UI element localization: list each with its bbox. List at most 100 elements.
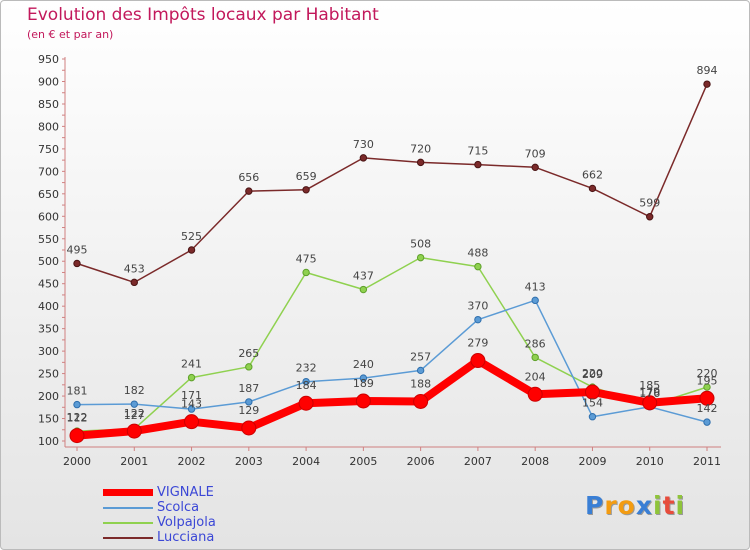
data-point-scolca <box>73 400 81 409</box>
data-point-vignale <box>413 393 429 409</box>
data-label-scolca: 257 <box>410 350 431 363</box>
y-tick-label: 950 <box>38 53 59 66</box>
data-point-lucciana <box>416 158 425 167</box>
data-point-lucciana <box>73 259 81 268</box>
series-lines <box>73 83 711 440</box>
data-label-vignale: 122 <box>124 407 145 420</box>
data-point-lucciana <box>588 184 597 193</box>
data-label-vignale: 112 <box>67 412 88 425</box>
data-label-lucciana: 495 <box>67 243 88 256</box>
y-tick-label: 200 <box>38 390 59 403</box>
legend-swatch-vignale <box>103 489 153 496</box>
y-tick-label: 750 <box>38 143 59 156</box>
data-point-vignale <box>584 384 600 400</box>
y-tick-label: 700 <box>38 165 59 178</box>
data-point-scolca <box>302 377 310 386</box>
data-label-scolca: 142 <box>697 402 718 415</box>
data-point-lucciana <box>302 186 310 194</box>
data-label-vignale: 184 <box>296 379 317 392</box>
data-point-volpajola <box>703 383 711 391</box>
data-label-lucciana: 730 <box>353 138 374 151</box>
data-label-lucciana: 659 <box>296 170 317 183</box>
axes: 100 150 200 250 300 350 400 450 500 550 600 650 700 7… <box>38 53 721 468</box>
y-tick-label: 100 <box>38 435 59 448</box>
data-label-lucciana: 662 <box>582 168 603 181</box>
data-label-volpajola: 437 <box>353 270 374 283</box>
data-point-vignale <box>69 428 85 444</box>
data-label-scolca: 181 <box>67 385 88 398</box>
data-label-volpajola: 179 <box>639 385 660 398</box>
series-points <box>69 80 715 444</box>
data-label-volpajola: 220 <box>582 367 603 380</box>
data-label-lucciana: 720 <box>410 142 431 155</box>
legend-label-volpajola: Volpajola <box>157 515 216 530</box>
data-point-scolca <box>474 315 482 324</box>
logo-letter: r <box>604 491 618 520</box>
data-point-lucciana <box>130 278 138 287</box>
data-label-volpajola: 122 <box>67 411 88 424</box>
data-label-volpajola: 127 <box>124 409 145 422</box>
data-point-scolca <box>130 400 138 408</box>
data-point-vignale <box>470 353 486 369</box>
data-label-vignale: 209 <box>582 368 603 381</box>
data-label-vignale: 185 <box>639 379 660 392</box>
logo-letter: i <box>653 491 663 520</box>
data-point-volpajola <box>474 262 482 271</box>
data-point-vignale <box>642 395 658 411</box>
x-tick-label: 2001 <box>120 455 148 468</box>
data-label-volpajola: 475 <box>296 252 317 265</box>
proxiti-logo: Proxiti <box>585 491 685 520</box>
data-label-vignale: 129 <box>238 404 259 417</box>
data-label-scolca: 240 <box>353 358 374 371</box>
logo-letter: x <box>635 491 653 520</box>
data-label-vignale: 143 <box>181 398 202 411</box>
data-label-lucciana: 894 <box>697 64 718 77</box>
x-tick-label: 2009 <box>578 455 606 468</box>
logo-letter: i <box>675 491 686 520</box>
data-point-vignale <box>355 393 371 409</box>
data-label-scolca: 413 <box>525 280 546 293</box>
data-point-vignale <box>298 395 314 411</box>
logo-letter: t <box>662 491 676 520</box>
data-label-lucciana: 599 <box>639 197 660 210</box>
data-label-lucciana: 656 <box>238 171 259 184</box>
y-tick-label: 300 <box>38 345 59 358</box>
data-point-volpajola <box>359 285 368 294</box>
data-point-lucciana <box>646 213 654 221</box>
data-point-vignale <box>527 386 543 402</box>
data-label-volpajola: 286 <box>525 337 546 350</box>
data-point-vignale <box>184 414 200 430</box>
data-label-volpajola: 265 <box>238 347 259 360</box>
data-point-scolca <box>359 374 368 382</box>
data-point-lucciana <box>703 80 711 88</box>
data-label-volpajola: 508 <box>410 238 431 251</box>
data-label-volpajola: 488 <box>467 247 488 260</box>
y-tick-label: 450 <box>38 278 59 291</box>
legend-swatch-scolca <box>103 507 153 509</box>
data-label-vignale: 188 <box>410 377 431 390</box>
y-tick-label: 550 <box>38 233 59 246</box>
series-line-scolca <box>76 299 708 423</box>
x-tick-label: 2011 <box>693 455 721 468</box>
data-label-scolca: 182 <box>124 384 145 397</box>
x-tick-label: 2000 <box>63 455 91 468</box>
data-point-vignale <box>699 390 715 406</box>
data-point-scolca <box>703 418 711 426</box>
data-label-lucciana: 715 <box>467 145 488 158</box>
y-tick-label: 850 <box>38 98 59 111</box>
y-tick-label: 800 <box>38 120 59 133</box>
chart-title: Evolution des Impôts locaux par Habitant <box>27 5 379 25</box>
data-label-scolca: 187 <box>238 382 259 395</box>
y-tick-label: 350 <box>38 323 59 336</box>
y-tick-label: 400 <box>38 300 59 313</box>
y-tick-label: 500 <box>38 255 59 268</box>
data-point-lucciana <box>187 246 196 254</box>
data-point-lucciana <box>245 187 253 195</box>
y-tick-label: 250 <box>38 368 59 381</box>
x-tick-label: 2004 <box>292 455 320 468</box>
data-label-lucciana: 453 <box>124 262 145 275</box>
data-point-volpajola <box>245 363 253 371</box>
